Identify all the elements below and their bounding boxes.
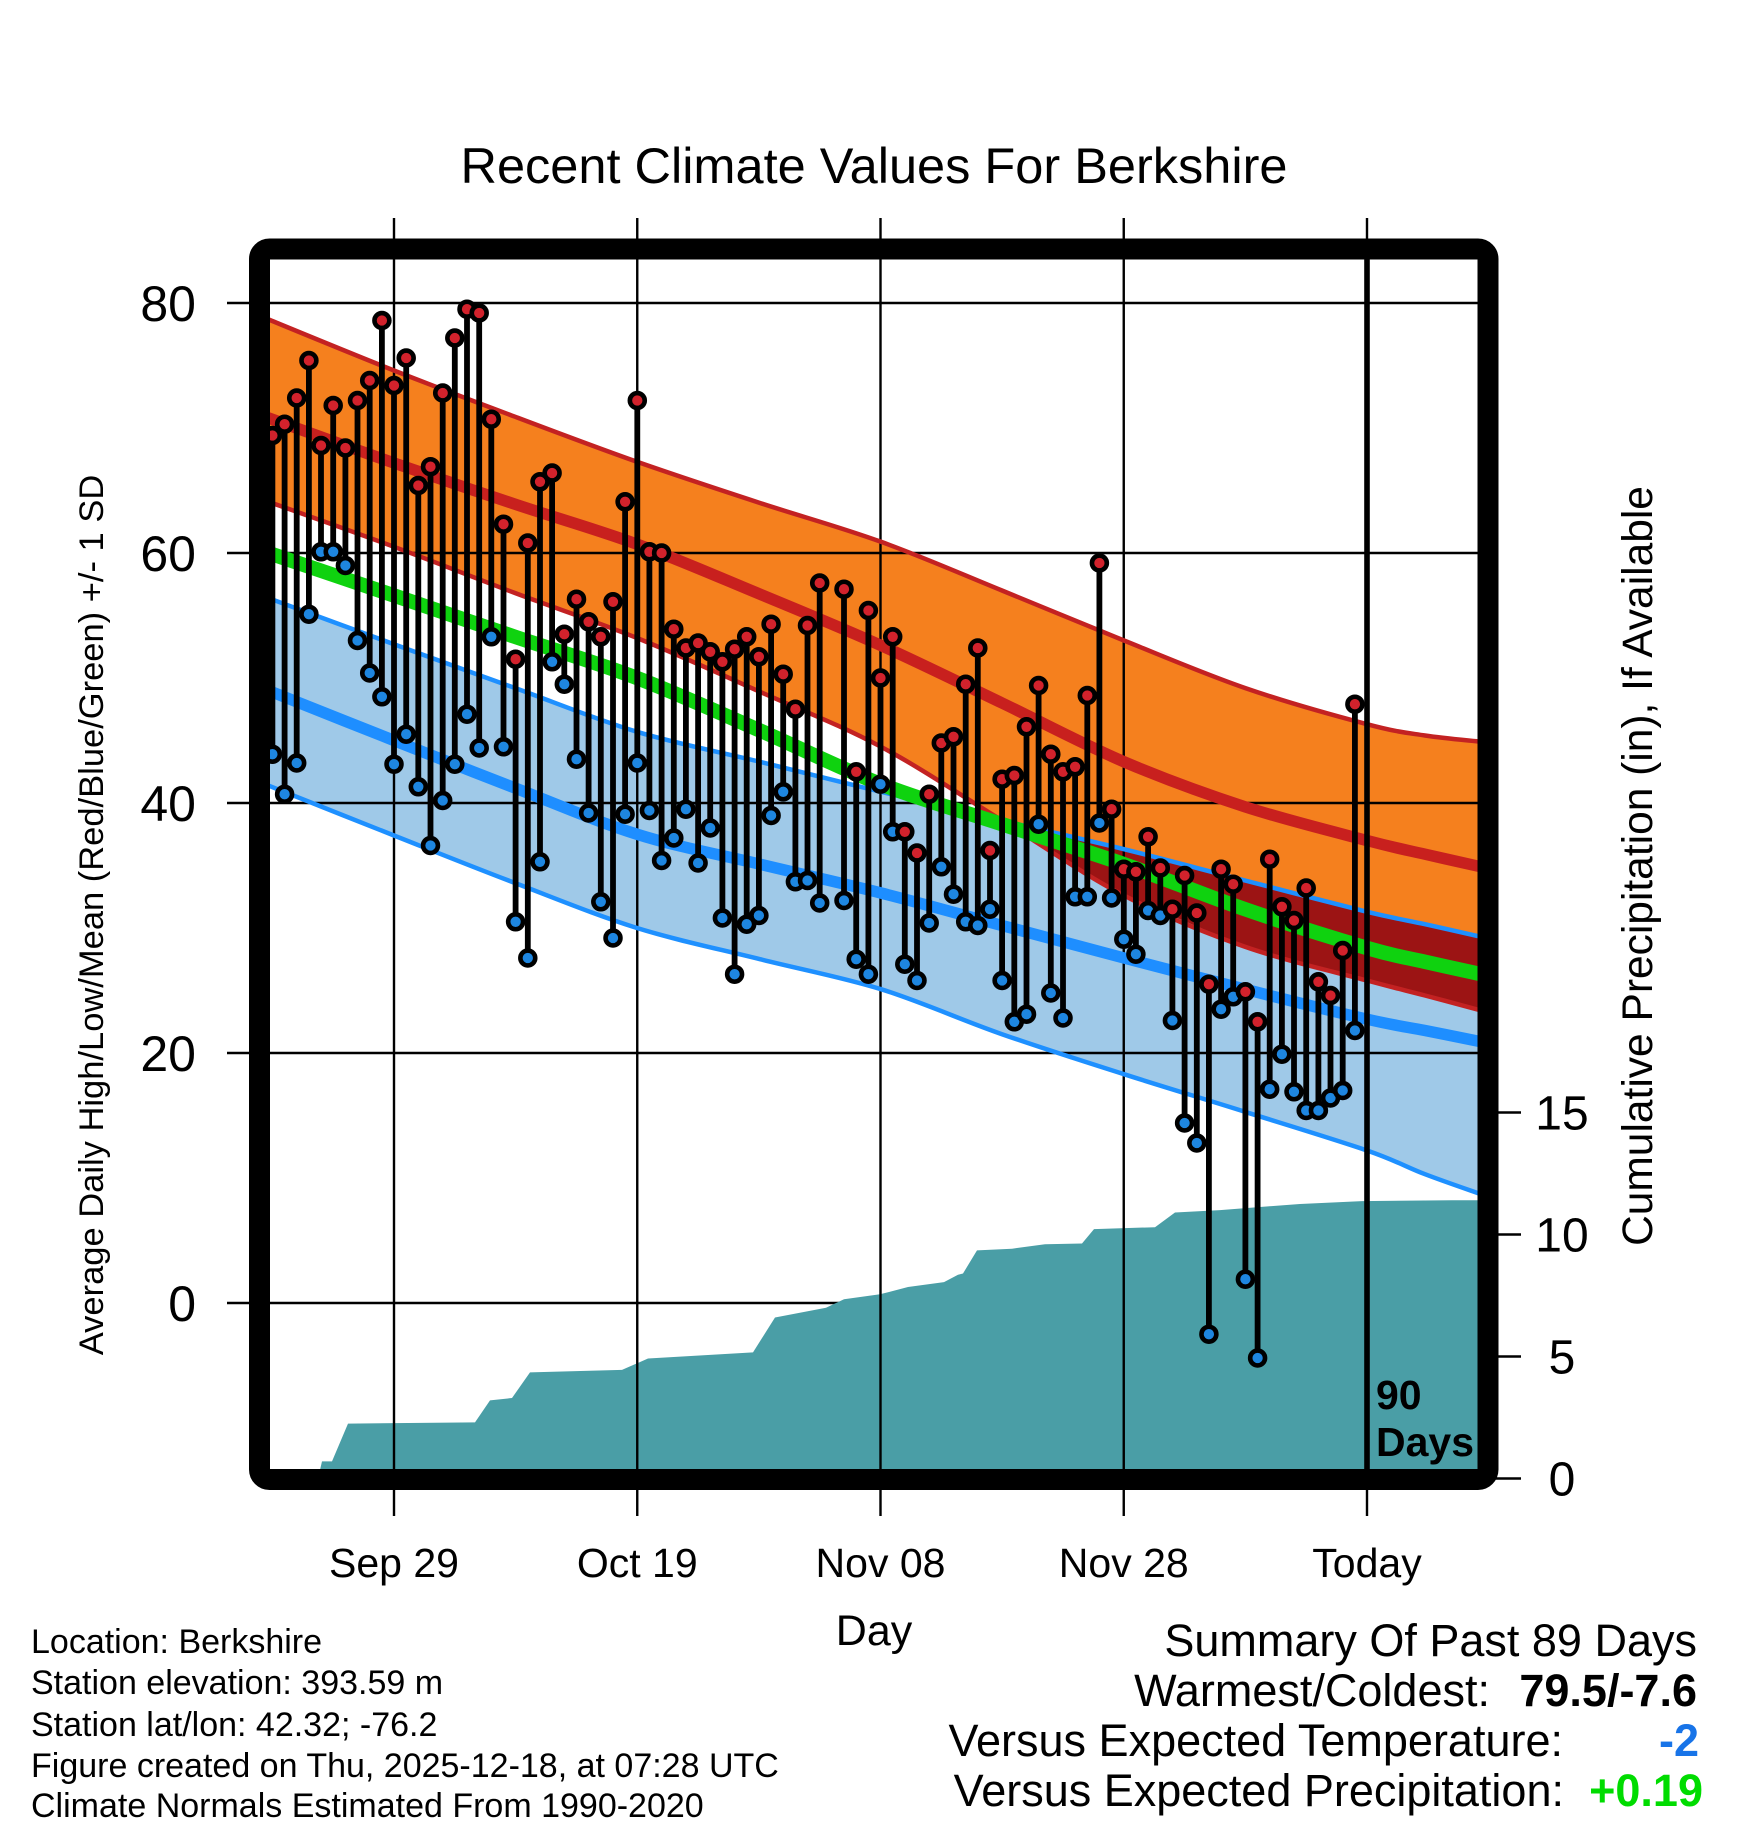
svg-text:Average Daily High/Low/Mean (R: Average Daily High/Low/Mean (Red/Blue/Gr… xyxy=(73,475,111,1356)
svg-text:+0.19: +0.19 xyxy=(1589,1765,1703,1816)
svg-text:80: 80 xyxy=(140,276,196,332)
svg-text:-2: -2 xyxy=(1659,1715,1699,1766)
svg-text:10: 10 xyxy=(1535,1210,1588,1263)
svg-text:Oct 19: Oct 19 xyxy=(577,1540,698,1586)
svg-text:20: 20 xyxy=(140,1026,196,1082)
svg-text:Summary Of Past 89 Days: Summary Of Past 89 Days xyxy=(1164,1615,1697,1666)
svg-text:Versus Expected Precipitation:: Versus Expected Precipitation: xyxy=(954,1765,1564,1816)
svg-text:15: 15 xyxy=(1535,1088,1588,1141)
svg-text:Days: Days xyxy=(1376,1419,1474,1465)
svg-text:Figure created on Thu, 2025-12: Figure created on Thu, 2025-12-18, at 07… xyxy=(31,1747,779,1785)
svg-text:0: 0 xyxy=(1549,1454,1576,1507)
svg-text:Nov 28: Nov 28 xyxy=(1059,1540,1189,1586)
svg-text:79.5/-7.6: 79.5/-7.6 xyxy=(1519,1665,1697,1716)
svg-text:Station lat/lon: 42.32; -76.2: Station lat/lon: 42.32; -76.2 xyxy=(31,1706,437,1744)
svg-text:Recent Climate Values For Berk: Recent Climate Values For Berkshire xyxy=(460,137,1287,194)
svg-text:5: 5 xyxy=(1549,1332,1576,1385)
svg-text:Versus Expected Temperature:: Versus Expected Temperature: xyxy=(948,1715,1563,1766)
svg-text:Climate Normals Estimated From: Climate Normals Estimated From 1990-2020 xyxy=(31,1787,704,1825)
svg-text:Sep 29: Sep 29 xyxy=(329,1540,459,1586)
svg-text:Warmest/Coldest:: Warmest/Coldest: xyxy=(1134,1665,1490,1716)
svg-text:60: 60 xyxy=(140,526,196,582)
svg-text:40: 40 xyxy=(140,776,196,832)
svg-text:Nov 08: Nov 08 xyxy=(816,1540,946,1586)
svg-text:90: 90 xyxy=(1376,1372,1422,1418)
svg-text:Station elevation: 393.59 m: Station elevation: 393.59 m xyxy=(31,1664,443,1702)
svg-text:Day: Day xyxy=(836,1607,913,1655)
svg-text:Today: Today xyxy=(1312,1540,1422,1586)
svg-text:Cumulative Precipitation (in),: Cumulative Precipitation (in), If Availa… xyxy=(1615,486,1662,1246)
svg-text:0: 0 xyxy=(168,1276,196,1332)
svg-text:Location: Berkshire: Location: Berkshire xyxy=(31,1623,322,1661)
